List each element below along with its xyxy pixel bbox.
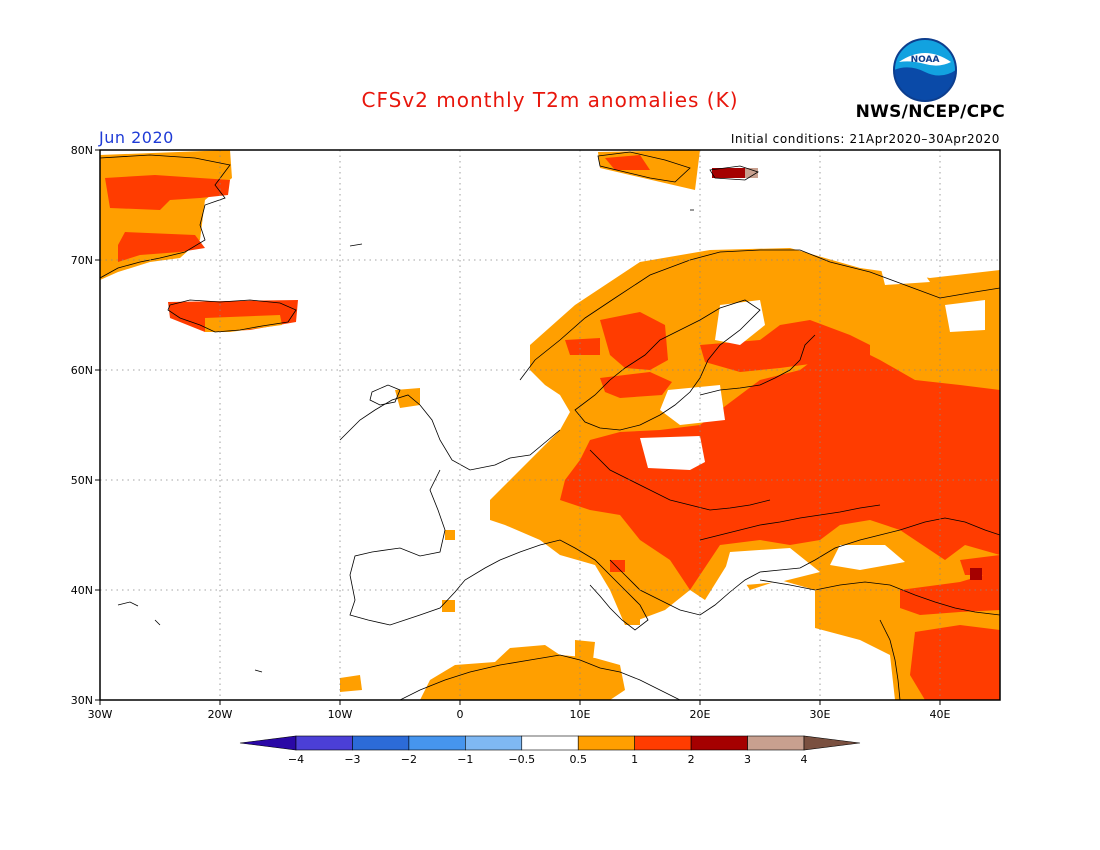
- coastlines: [100, 151, 1000, 700]
- legend-tick-label: 0.5: [569, 753, 587, 766]
- noaa-logo-icon: NOAA: [893, 38, 957, 102]
- lat-label: 70N: [71, 254, 93, 267]
- forecast-month-label: Jun 2020: [99, 128, 174, 147]
- lon-label: 0: [457, 708, 464, 721]
- legend-tick-label: −3: [344, 753, 360, 766]
- lon-label: 10E: [570, 708, 591, 721]
- lon-label: 20E: [690, 708, 711, 721]
- lon-label: 30W: [88, 708, 113, 721]
- legend-arrow-high: [803, 735, 861, 751]
- legend-tick-label: 4: [801, 753, 808, 766]
- legend-swatch: [465, 735, 523, 751]
- legend-swatch: [634, 735, 692, 751]
- lon-label: 40E: [930, 708, 951, 721]
- initial-conditions-label: Initial conditions: 21Apr2020–30Apr2020: [730, 132, 1000, 146]
- legend-tick-label: −4: [288, 753, 304, 766]
- lon-label: 30E: [810, 708, 831, 721]
- agency-label: NWS/NCEP/CPC: [855, 102, 1005, 122]
- legend-swatch: [352, 735, 410, 751]
- axis-ticks: [95, 149, 941, 705]
- lat-label: 60N: [71, 364, 93, 377]
- legend-swatch: [747, 735, 805, 751]
- legend-swatch: [408, 735, 466, 751]
- legend-tick-label: −1: [457, 753, 473, 766]
- legend-tick-label: −2: [401, 753, 417, 766]
- legend-tick-label: 3: [744, 753, 751, 766]
- lon-label: 20W: [208, 708, 233, 721]
- color-legend: [239, 735, 861, 751]
- legend-tick-label: 1: [631, 753, 638, 766]
- legend-arrow-low: [239, 735, 297, 751]
- lon-label: 10W: [328, 708, 353, 721]
- lat-label: 40N: [71, 584, 93, 597]
- map-frame: [99, 149, 1001, 701]
- legend-swatch: [521, 735, 579, 751]
- legend-tick-label: 2: [688, 753, 695, 766]
- legend-tick-label: −0.5: [508, 753, 535, 766]
- lat-label: 30N: [71, 694, 93, 707]
- noaa-logo-text: NOAA: [911, 55, 940, 65]
- map-title: CFSv2 monthly T2m anomalies (K): [361, 88, 739, 112]
- gridlines: [100, 150, 1000, 700]
- lat-label: 80N: [71, 144, 93, 157]
- anomaly-shading: [100, 150, 1000, 700]
- legend-swatch: [577, 735, 635, 751]
- legend-swatch: [295, 735, 353, 751]
- legend-swatch: [690, 735, 748, 751]
- lat-label: 50N: [71, 474, 93, 487]
